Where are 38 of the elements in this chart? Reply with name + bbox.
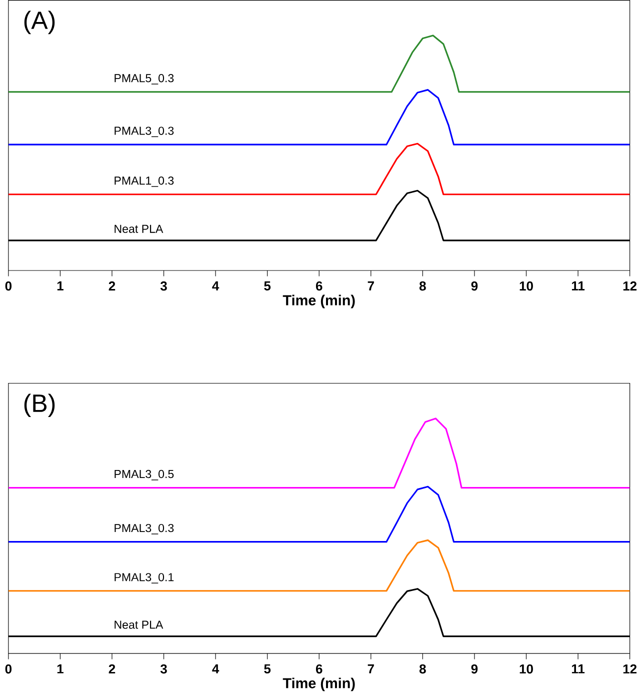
series-label: Neat PLA xyxy=(114,224,164,233)
x-axis-title: Time (min) xyxy=(282,678,355,692)
x-tick-label: 10 xyxy=(520,281,534,291)
x-tick-label: 5 xyxy=(264,281,271,290)
x-tick-label: 10 xyxy=(520,664,534,674)
x-tick-label: 12 xyxy=(623,664,637,674)
x-tick-label: 8 xyxy=(420,281,426,291)
x-tick-label: 2 xyxy=(108,664,116,674)
x-tick-label: 7 xyxy=(368,664,374,674)
x-tick-label: 9 xyxy=(471,281,478,291)
x-tick-label: 6 xyxy=(316,281,322,291)
x-tick-label: 4 xyxy=(212,281,220,290)
series-label: PMAL3_0.5 xyxy=(114,470,174,480)
x-tick-label: 8 xyxy=(420,664,426,674)
x-tick-label: 3 xyxy=(160,664,167,674)
text: (B) xyxy=(24,394,55,418)
series-label: PMAL5_0.3 xyxy=(114,74,174,84)
text: (A) xyxy=(24,10,55,34)
series-label: Neat PLA xyxy=(114,620,164,629)
x-tick-label: 4 xyxy=(212,664,220,674)
series-label: PMAL3_0.3 xyxy=(114,524,174,534)
x-tick-label: 5 xyxy=(264,664,271,674)
x-tick-label: 7 xyxy=(368,281,374,290)
x-tick-label: 1 xyxy=(57,664,64,674)
x-tick-label: 0 xyxy=(5,664,12,674)
x-axis-title: Time (min) xyxy=(282,294,355,308)
series-label: PMAL3_0.1 xyxy=(114,573,174,584)
x-tick-label: 0 xyxy=(5,281,12,291)
x-tick-label: 12 xyxy=(623,281,637,290)
series-label: PMAL3_0.3 xyxy=(114,126,174,138)
x-tick-label: 11 xyxy=(572,664,585,674)
x-tick-label: 9 xyxy=(471,664,478,674)
x-tick-label: 6 xyxy=(316,664,322,674)
x-tick-label: 1 xyxy=(57,281,64,290)
x-tick-label: 11 xyxy=(572,281,585,290)
series-label: PMAL1_0.3 xyxy=(114,176,174,187)
x-tick-label: 2 xyxy=(108,281,116,290)
x-tick-label: 3 xyxy=(160,281,167,291)
